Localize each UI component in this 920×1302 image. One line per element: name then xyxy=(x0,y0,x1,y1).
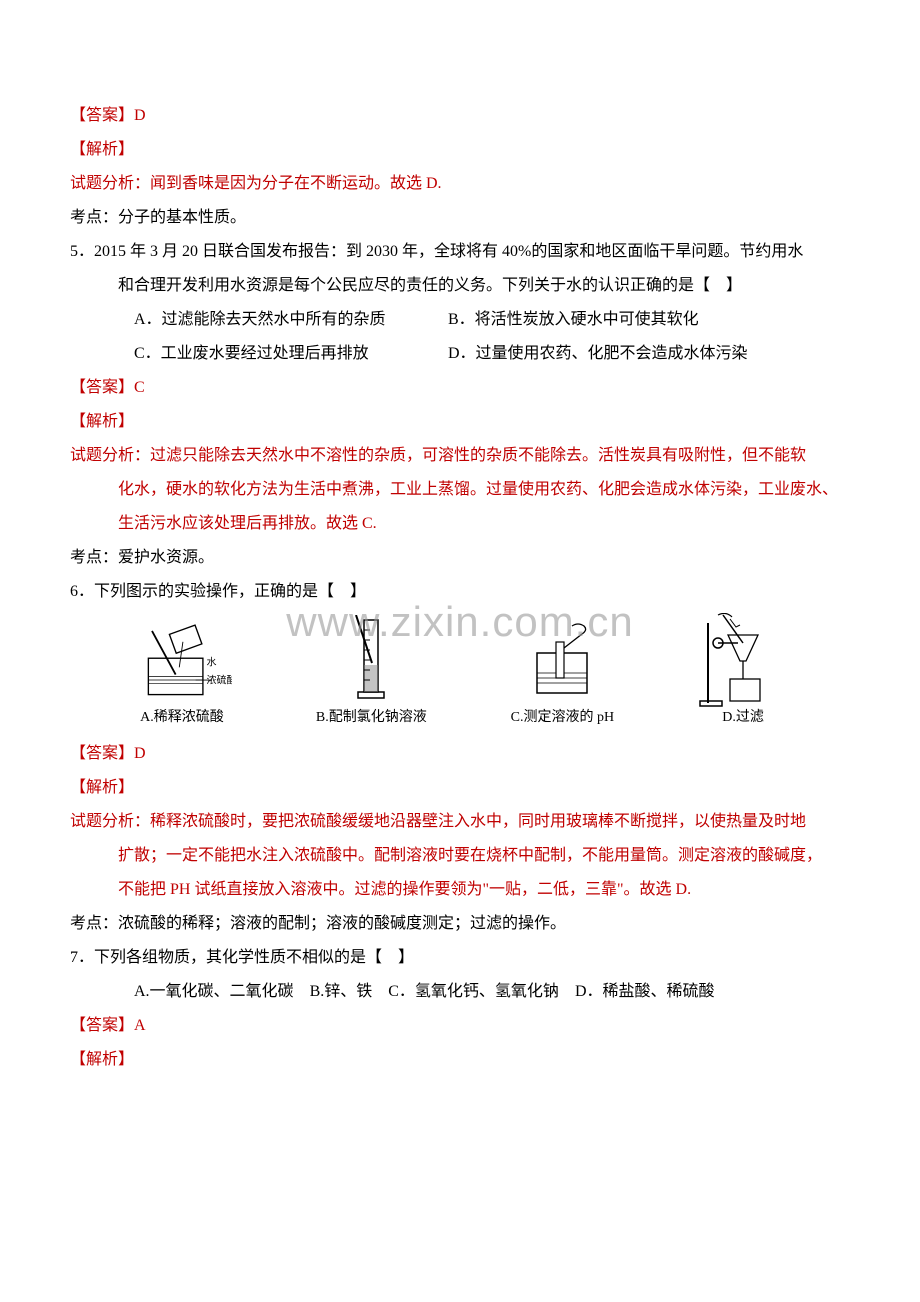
q6-figD: D.过滤 xyxy=(698,620,788,732)
q7-optC: C．氢氧化钙、氢氧化钠 xyxy=(388,983,559,1000)
q5-optD: D．过量使用农药、化肥不会造成水体污染 xyxy=(448,345,748,362)
q6-analysis-2: 扩散；一定不能把水注入浓硫酸中。配制溶液时要在烧杯中配制，不能用量筒。测定溶液的… xyxy=(70,840,850,872)
ph-test-icon xyxy=(512,620,612,700)
q4-analysis-text: 试题分析：闻到香味是因为分子在不断运动。故选 D. xyxy=(70,175,442,192)
q6-captionD: D.过滤 xyxy=(722,704,764,732)
q7-explain-label: 【解析】 xyxy=(70,1044,850,1076)
q6-image-row: 水 浓硫酸 A.稀释浓硫酸 B.配制氯化钠溶液 xyxy=(70,610,850,738)
q5-answer: 【答案】C xyxy=(70,372,850,404)
q6-stem: 6．下列图示的实验操作，正确的是【 】 xyxy=(70,576,850,608)
q7-optA: A.一氧化碳、二氧化碳 xyxy=(134,983,294,1000)
q5-optC: C．工业废水要经过处理后再排放 xyxy=(134,338,444,370)
q5-options-row2: C．工业废水要经过处理后再排放 D．过量使用农药、化肥不会造成水体污染 xyxy=(70,338,850,370)
q6-analysis-1: 试题分析：稀释浓硫酸时，要把浓硫酸缓缓地沿器壁注入水中，同时用玻璃棒不断搅拌，以… xyxy=(70,806,850,838)
q4-analysis: 试题分析：闻到香味是因为分子在不断运动。故选 D. xyxy=(70,168,850,200)
q6-figB: B.配制氯化钠溶液 xyxy=(316,620,427,732)
beaker-pour-icon: 水 浓硫酸 xyxy=(132,620,232,700)
q6-captionA: A.稀释浓硫酸 xyxy=(140,704,224,732)
q6-answer: 【答案】D xyxy=(70,738,850,770)
q5-options-row1: A．过滤能除去天然水中所有的杂质 B．将活性炭放入硬水中可使其软化 xyxy=(70,304,850,336)
q5-optA: A．过滤能除去天然水中所有的杂质 xyxy=(134,304,444,336)
q6-explain-label: 【解析】 xyxy=(70,772,850,804)
q6-captionC: C.测定溶液的 pH xyxy=(511,704,614,732)
label-water: 水 xyxy=(206,656,216,668)
cylinder-icon xyxy=(336,620,406,700)
label-acid: 浓硫酸 xyxy=(206,673,231,686)
q6-captionB: B.配制氯化钠溶液 xyxy=(316,704,427,732)
filter-icon xyxy=(698,620,788,700)
q5-explain-label: 【解析】 xyxy=(70,406,850,438)
q4-explain-label: 【解析】 xyxy=(70,134,850,166)
q5-analysis-3: 生活污水应该处理后再排放。故选 C. xyxy=(70,508,850,540)
q5-kaodian: 考点：爱护水资源。 xyxy=(70,542,850,574)
q4-answer: 【答案】D xyxy=(70,100,850,132)
q5-stem-line2: 和合理开发利用水资源是每个公民应尽的责任的义务。下列关于水的认识正确的是【 】 xyxy=(70,270,850,302)
q7-options: A.一氧化碳、二氧化碳 B.锌、铁 C．氢氧化钙、氢氧化钠 D．稀盐酸、稀硫酸 xyxy=(70,976,850,1008)
q5-optB: B．将活性炭放入硬水中可使其软化 xyxy=(448,311,699,328)
q6-figC: C.测定溶液的 pH xyxy=(511,620,614,732)
q6-figA: 水 浓硫酸 A.稀释浓硫酸 xyxy=(132,620,232,732)
q4-kaodian: 考点：分子的基本性质。 xyxy=(70,202,850,234)
q7-optD: D．稀盐酸、稀硫酸 xyxy=(575,983,715,1000)
q5-analysis-1: 试题分析：过滤只能除去天然水中不溶性的杂质，可溶性的杂质不能除去。活性炭具有吸附… xyxy=(70,440,850,472)
q6-analysis-3: 不能把 PH 试纸直接放入溶液中。过滤的操作要领为"一贴，二低，三靠"。故选 D… xyxy=(70,874,850,906)
q5-analysis-2: 化水，硬水的软化方法为生活中煮沸，工业上蒸馏。过量使用农药、化肥会造成水体污染，… xyxy=(70,474,850,506)
q5-stem-line1: 5．2015 年 3 月 20 日联合国发布报告：到 2030 年，全球将有 4… xyxy=(70,236,850,268)
q7-answer: 【答案】A xyxy=(70,1010,850,1042)
q7-stem: 7．下列各组物质，其化学性质不相似的是【 】 xyxy=(70,942,850,974)
q7-optB: B.锌、铁 xyxy=(310,983,373,1000)
q6-kaodian: 考点：浓硫酸的稀释；溶液的配制；溶液的酸碱度测定；过滤的操作。 xyxy=(70,908,850,940)
